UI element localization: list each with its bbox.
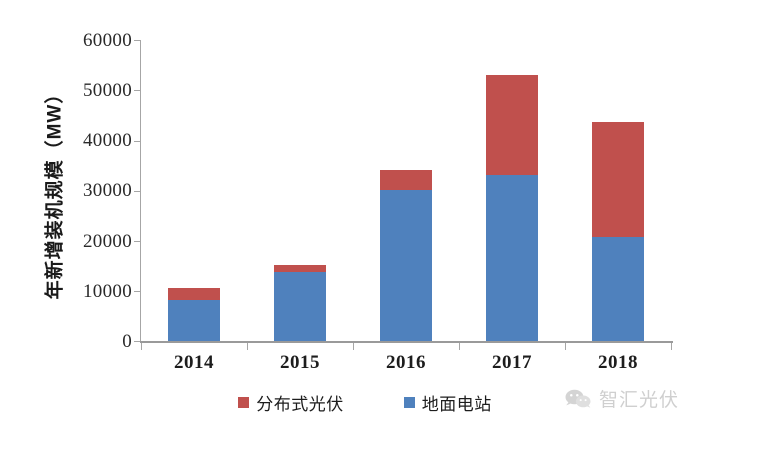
legend-label: 地面电站	[421, 394, 492, 414]
bar-segment-distributed-pv[interactable]	[592, 122, 644, 238]
watermark: 智汇光伏	[565, 385, 679, 412]
y-tick-label: 30000	[83, 180, 132, 201]
y-axis-tick-labels: 60000 50000 40000 30000 20000 10000 0	[40, 0, 132, 467]
x-tick-label-2017: 2017	[492, 352, 532, 373]
x-tick-label-2016: 2016	[386, 352, 426, 373]
y-tick-mark	[134, 241, 141, 242]
bar-segment-distributed-pv[interactable]	[274, 265, 326, 273]
legend-item-distributed-pv[interactable]: 分布式光伏	[238, 390, 344, 415]
x-tick-label-2014: 2014	[174, 352, 214, 373]
x-tick-mark	[671, 343, 672, 350]
bar-segment-distributed-pv[interactable]	[486, 75, 538, 175]
legend-color-swatch-red	[238, 396, 250, 408]
x-tick-label-2018: 2018	[598, 352, 638, 373]
bar-segment-utility-scale[interactable]	[168, 300, 220, 341]
y-tick-mark	[134, 191, 141, 192]
y-axis-line	[140, 40, 141, 342]
legend-item-utility-scale[interactable]: 地面电站	[403, 390, 492, 415]
y-tick-label: 60000	[83, 30, 132, 51]
bar-segment-utility-scale[interactable]	[486, 174, 538, 341]
bar-segment-utility-scale[interactable]	[274, 272, 326, 341]
bar-segment-utility-scale[interactable]	[380, 190, 432, 341]
y-tick-mark	[134, 40, 141, 41]
chart-legend: 分布式光伏 地面电站	[200, 388, 530, 416]
y-tick-label: 20000	[83, 231, 132, 252]
y-tick-label: 40000	[83, 130, 132, 151]
x-tick-mark	[247, 343, 248, 350]
y-tick-mark	[134, 341, 141, 342]
plot-area	[140, 40, 672, 341]
x-tick-label-2015: 2015	[280, 352, 320, 373]
x-tick-mark	[353, 343, 354, 350]
y-tick-mark	[134, 291, 141, 292]
y-tick-mark	[134, 141, 141, 142]
y-tick-mark	[134, 90, 141, 91]
bar-segment-utility-scale[interactable]	[592, 237, 644, 341]
y-tick-label: 10000	[83, 281, 132, 302]
legend-label: 分布式光伏	[256, 394, 344, 414]
y-tick-label: 0	[122, 331, 132, 352]
legend-color-swatch-blue	[403, 396, 415, 408]
y-tick-label: 50000	[83, 80, 132, 101]
watermark-text: 智汇光伏	[599, 390, 680, 411]
bar-segment-distributed-pv[interactable]	[380, 170, 432, 191]
x-tick-mark	[459, 343, 460, 350]
x-axis-line	[140, 341, 673, 343]
bar-segment-distributed-pv[interactable]	[168, 288, 220, 301]
x-tick-mark	[141, 343, 142, 350]
x-tick-mark	[565, 343, 566, 350]
wechat-icon	[565, 389, 591, 409]
